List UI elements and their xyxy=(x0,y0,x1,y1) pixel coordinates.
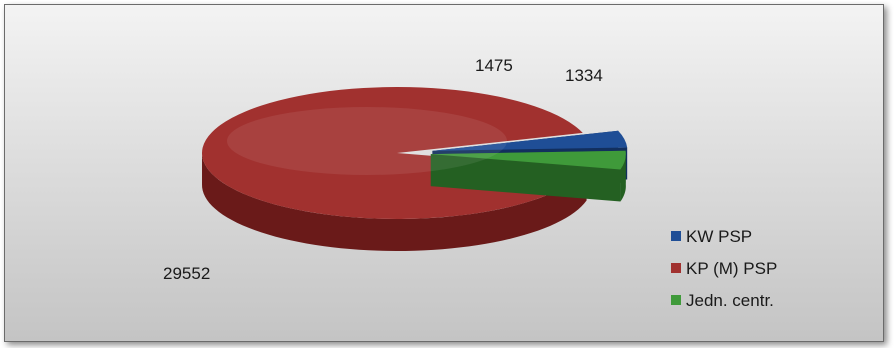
chart-frame: 1334 29552 1475 KW PSP KP (M) PSP Jedn. ce… xyxy=(4,4,884,342)
legend-label-jedn-centr: Jedn. centr. xyxy=(686,291,774,310)
pie-slice-kw-psp xyxy=(432,130,628,151)
data-label-kp-m-psp: 29552 xyxy=(163,264,210,283)
legend: KW PSP KP (M) PSP Jedn. centr. xyxy=(671,227,777,310)
legend-swatch-kw-psp xyxy=(671,231,681,241)
pie-highlight xyxy=(227,107,507,175)
legend-label-kw-psp: KW PSP xyxy=(686,227,752,246)
pie-slice-side-kp-m-psp xyxy=(202,152,587,251)
legend-swatch-jedn-centr xyxy=(671,295,681,305)
legend-swatch-kp-m-psp xyxy=(671,263,681,273)
legend-label-kp-m-psp: KP (M) PSP xyxy=(686,259,777,278)
data-label-kw-psp: 1334 xyxy=(565,66,603,85)
pie-chart: 1334 29552 1475 KW PSP KP (M) PSP Jedn. ce… xyxy=(163,56,777,310)
pie-slice-jedn-centr xyxy=(430,150,626,170)
data-label-jedn-centr: 1475 xyxy=(475,56,513,75)
